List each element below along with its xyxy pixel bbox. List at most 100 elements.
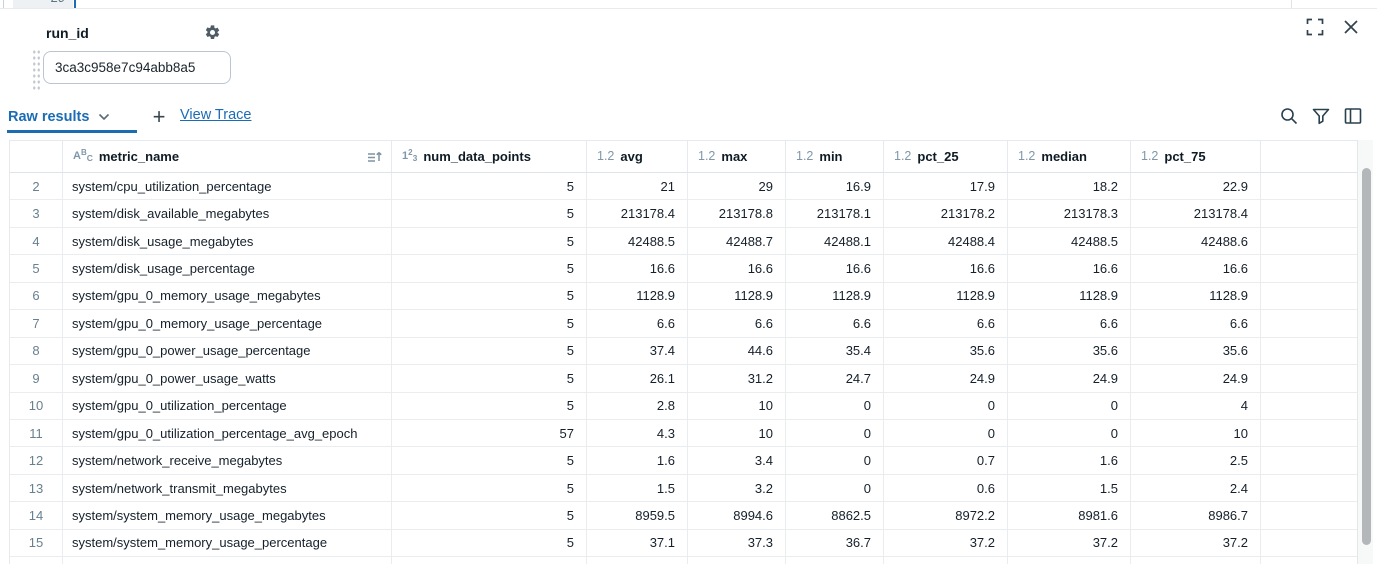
metric-name-cell[interactable]: system/system_memory_usage_megabytes <box>63 502 392 529</box>
column-header-pct_25[interactable]: 1.2 pct_25 <box>884 141 1008 172</box>
column-header-avg[interactable]: 1.2 avg <box>587 141 688 172</box>
value-cell[interactable]: 1.5 <box>1008 474 1131 502</box>
column-header-num_data_points[interactable]: 1 2 3 num_data_points <box>392 141 587 172</box>
metric-name-cell[interactable]: system/cpu_utilization_percentage <box>63 173 392 200</box>
value-cell[interactable]: 37.2 <box>1008 529 1131 557</box>
value-cell[interactable]: 10 <box>688 392 786 419</box>
metric-name-cell[interactable]: system/gpu_0_power_usage_percentage <box>63 337 392 365</box>
widget-drag-handle[interactable] <box>32 49 41 91</box>
value-cell[interactable]: 42488.1 <box>786 227 884 255</box>
value-cell[interactable]: 16.6 <box>587 255 688 282</box>
view-trace-link[interactable]: View Trace <box>180 107 252 123</box>
row-number[interactable]: 9 <box>10 365 63 392</box>
value-cell[interactable]: 0 <box>884 392 1008 419</box>
value-cell[interactable]: 213178.8 <box>688 200 786 227</box>
value-cell[interactable]: 1128.9 <box>1131 282 1261 310</box>
value-cell[interactable]: 5 <box>392 365 587 392</box>
value-cell[interactable]: 8981.6 <box>1008 502 1131 529</box>
value-cell[interactable]: 17.9 <box>884 173 1008 200</box>
value-cell[interactable]: 35.4 <box>786 337 884 365</box>
value-cell[interactable]: 6.6 <box>1008 310 1131 337</box>
metric-name-cell[interactable]: system/system_memory_usage_percentage <box>63 529 392 557</box>
value-cell[interactable]: 6.6 <box>1131 310 1261 337</box>
scrollbar-thumb[interactable] <box>1361 168 1371 545</box>
metric-name-cell[interactable]: system/gpu_0_utilization_percentage_avg_… <box>63 419 392 447</box>
value-cell[interactable]: 0 <box>786 392 884 419</box>
value-cell[interactable]: 5 <box>392 200 587 227</box>
value-cell[interactable]: 5 <box>392 529 587 557</box>
close-icon[interactable] <box>1341 17 1361 37</box>
value-cell[interactable]: 1128.9 <box>688 282 786 310</box>
value-cell[interactable]: 213178.2 <box>884 200 1008 227</box>
value-cell[interactable]: 37.2 <box>1131 529 1261 557</box>
column-header-min[interactable]: 1.2 min <box>786 141 884 172</box>
column-header-median[interactable]: 1.2 median <box>1008 141 1131 172</box>
value-cell[interactable]: 35.6 <box>1008 337 1131 365</box>
value-cell[interactable]: 42488.6 <box>1131 227 1261 255</box>
value-cell[interactable]: 42488.5 <box>587 227 688 255</box>
metric-name-cell[interactable]: system/network_receive_megabytes <box>63 447 392 474</box>
value-cell[interactable]: 0.7 <box>884 447 1008 474</box>
search-icon[interactable] <box>1279 106 1299 126</box>
value-cell[interactable]: 213178.4 <box>587 200 688 227</box>
value-cell[interactable]: 8972.2 <box>884 502 1008 529</box>
run-id-input[interactable] <box>43 51 231 84</box>
value-cell[interactable]: 1128.9 <box>587 282 688 310</box>
value-cell[interactable]: 213178.1 <box>786 200 884 227</box>
value-cell[interactable]: 26.1 <box>587 365 688 392</box>
value-cell[interactable]: 37.3 <box>688 529 786 557</box>
row-number[interactable]: 10 <box>10 392 63 419</box>
value-cell[interactable]: 5 <box>392 392 587 419</box>
metric-name-cell[interactable]: system/network_transmit_megabytes <box>63 474 392 502</box>
value-cell[interactable]: 10 <box>688 419 786 447</box>
value-cell[interactable]: 16.9 <box>786 173 884 200</box>
metric-name-cell[interactable]: system/disk_available_megabytes <box>63 200 392 227</box>
value-cell[interactable]: 0 <box>1008 419 1131 447</box>
value-cell[interactable]: 3.2 <box>688 474 786 502</box>
value-cell[interactable]: 5 <box>392 502 587 529</box>
column-header-metric_name[interactable]: A B C metric_name <box>63 141 392 172</box>
value-cell[interactable]: 37.1 <box>587 529 688 557</box>
value-cell[interactable]: 8959.5 <box>587 502 688 529</box>
row-number[interactable]: 15 <box>10 529 63 557</box>
metric-name-cell[interactable]: system/gpu_0_memory_usage_percentage <box>63 310 392 337</box>
value-cell[interactable]: 37.4 <box>587 337 688 365</box>
column-header-max[interactable]: 1.2 max <box>688 141 786 172</box>
value-cell[interactable]: 31.2 <box>688 365 786 392</box>
vertical-scrollbar[interactable] <box>1357 140 1373 564</box>
columns-icon[interactable] <box>1343 106 1363 126</box>
metric-name-cell[interactable]: system/disk_usage_percentage <box>63 255 392 282</box>
value-cell[interactable]: 2.8 <box>587 392 688 419</box>
value-cell[interactable]: 213178.4 <box>1131 200 1261 227</box>
value-cell[interactable]: 4 <box>1131 392 1261 419</box>
value-cell[interactable]: 10 <box>1131 419 1261 447</box>
metric-name-cell[interactable]: system/gpu_0_memory_usage_megabytes <box>63 282 392 310</box>
sort-ascending-icon[interactable] <box>367 150 383 164</box>
row-number[interactable]: 2 <box>10 173 63 200</box>
metric-name-cell[interactable]: system/gpu_0_utilization_percentage <box>63 392 392 419</box>
value-cell[interactable]: 0 <box>786 474 884 502</box>
value-cell[interactable]: 8994.6 <box>688 502 786 529</box>
tab-raw-results[interactable]: Raw results <box>8 101 110 133</box>
value-cell[interactable]: 4.3 <box>587 419 688 447</box>
row-number[interactable]: 12 <box>10 447 63 474</box>
row-number[interactable]: 14 <box>10 502 63 529</box>
row-number[interactable]: 13 <box>10 474 63 502</box>
row-number[interactable]: 8 <box>10 337 63 365</box>
value-cell[interactable]: 5 <box>392 310 587 337</box>
value-cell[interactable]: 24.9 <box>1131 365 1261 392</box>
row-number[interactable]: 5 <box>10 255 63 282</box>
value-cell[interactable]: 16.6 <box>1131 255 1261 282</box>
value-cell[interactable]: 57 <box>392 419 587 447</box>
value-cell[interactable]: 21 <box>587 173 688 200</box>
value-cell[interactable]: 2.5 <box>1131 447 1261 474</box>
value-cell[interactable]: 3.4 <box>688 447 786 474</box>
value-cell[interactable]: 0 <box>884 419 1008 447</box>
value-cell[interactable]: 37.2 <box>884 529 1008 557</box>
value-cell[interactable]: 24.7 <box>786 365 884 392</box>
value-cell[interactable]: 16.6 <box>688 255 786 282</box>
value-cell[interactable]: 1128.9 <box>786 282 884 310</box>
value-cell[interactable]: 22.9 <box>1131 173 1261 200</box>
value-cell[interactable]: 1.5 <box>587 474 688 502</box>
fullscreen-icon[interactable] <box>1305 17 1325 37</box>
